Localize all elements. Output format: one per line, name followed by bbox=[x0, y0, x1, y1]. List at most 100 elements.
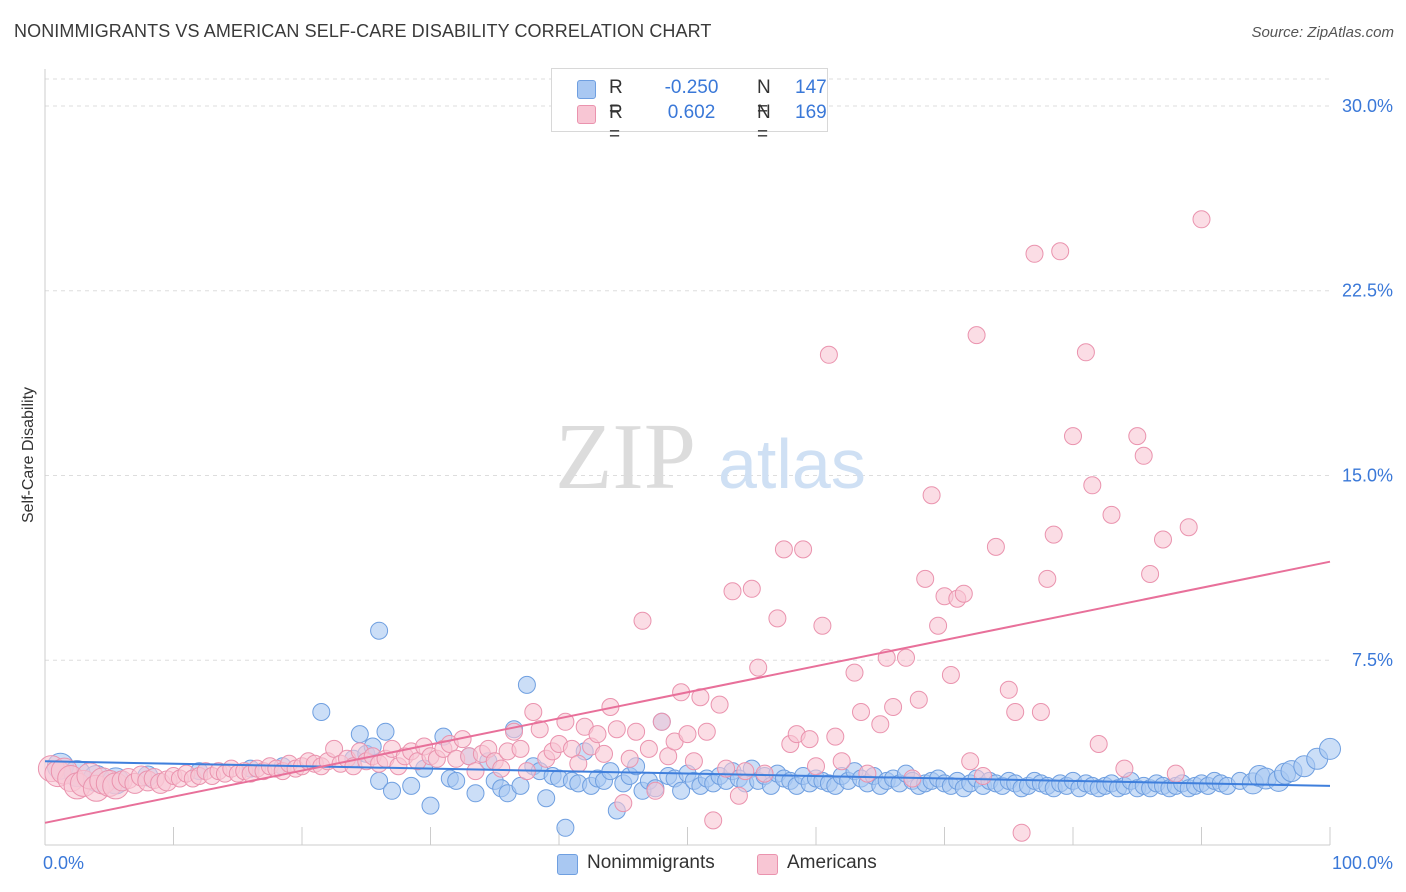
americans-point bbox=[1083, 476, 1102, 495]
nonimmigrants-point bbox=[672, 781, 691, 800]
americans-point bbox=[1115, 759, 1134, 778]
americans-point bbox=[819, 345, 838, 364]
americans-point bbox=[897, 648, 915, 667]
americans-point bbox=[633, 611, 652, 630]
americans-point bbox=[826, 727, 845, 746]
americans-point bbox=[1012, 823, 1031, 842]
americans-point bbox=[1025, 244, 1044, 263]
americans-trend-line bbox=[44, 560, 1331, 824]
americans-point bbox=[1166, 764, 1185, 783]
nonimmigrants-point bbox=[556, 818, 575, 837]
watermark-zip: ZIP bbox=[555, 405, 696, 509]
americans-point bbox=[729, 786, 748, 805]
nonimmigrants-point bbox=[517, 675, 536, 694]
tick-labels: 7.5% 15.0% 22.5% 30.0% 0.0% 100.0% bbox=[43, 96, 1393, 873]
legend-n-label: N = bbox=[757, 102, 771, 145]
americans-point bbox=[614, 794, 633, 813]
nonimmigrants-point bbox=[537, 789, 556, 808]
americans-point bbox=[627, 722, 646, 741]
americans-point bbox=[742, 579, 761, 598]
nonimmigrants-point bbox=[383, 781, 401, 800]
source-label: Source: ZipAtlas.com bbox=[1251, 24, 1394, 41]
americans-point bbox=[922, 486, 941, 505]
americans-point bbox=[697, 722, 716, 741]
watermark-atlas: atlas bbox=[718, 425, 866, 503]
americans-point bbox=[986, 537, 1005, 556]
americans-point bbox=[800, 730, 819, 749]
nonimmigrants-point bbox=[370, 621, 389, 640]
americans-point bbox=[832, 752, 851, 771]
americans-point bbox=[710, 695, 729, 714]
americans-point bbox=[1179, 518, 1198, 537]
americans-point bbox=[325, 739, 344, 758]
americans-point bbox=[466, 762, 485, 781]
americans-point bbox=[755, 764, 774, 783]
gridlines bbox=[45, 78, 1330, 661]
legend-r-label: R = bbox=[609, 77, 623, 120]
americans-point bbox=[524, 703, 543, 721]
legend-n-label: N = bbox=[757, 77, 771, 120]
americans-point bbox=[749, 658, 768, 677]
americans-point bbox=[1076, 343, 1095, 362]
americans-point bbox=[607, 720, 626, 739]
americans-point bbox=[929, 616, 948, 635]
americans-point bbox=[999, 680, 1018, 699]
americans-point bbox=[1134, 446, 1153, 465]
chart-title: NONIMMIGRANTS VS AMERICAN SELF-CARE DISA… bbox=[14, 21, 712, 41]
y-tick-label: 22.5% bbox=[1342, 281, 1393, 301]
legend-n-value: 169 bbox=[795, 102, 827, 123]
americans-point bbox=[736, 762, 755, 781]
americans-point bbox=[974, 767, 992, 785]
americans-point bbox=[1102, 505, 1121, 524]
americans-point bbox=[1064, 427, 1082, 446]
americans-point bbox=[595, 744, 613, 763]
americans-point bbox=[1192, 210, 1211, 229]
legend-r-label: R = bbox=[609, 102, 623, 145]
nonimmigrants-point bbox=[402, 776, 421, 795]
americans-point bbox=[1031, 703, 1050, 721]
americans-point bbox=[1089, 735, 1108, 753]
y-tick-label: 7.5% bbox=[1352, 650, 1393, 670]
americans-point bbox=[704, 811, 723, 830]
americans-point bbox=[646, 781, 665, 800]
americans-point bbox=[1038, 569, 1057, 588]
americans-point bbox=[530, 720, 549, 739]
americans-point bbox=[871, 715, 890, 734]
americans-point bbox=[1128, 427, 1147, 446]
americans-point bbox=[588, 725, 607, 744]
x-tick-label: 100.0% bbox=[1332, 853, 1393, 873]
legend-swatch-blue bbox=[557, 854, 578, 875]
americans-point bbox=[620, 749, 639, 768]
americans-point bbox=[1051, 242, 1070, 261]
nonimmigrants-trend-line bbox=[44, 760, 1331, 787]
legend-swatch-blue bbox=[577, 80, 596, 99]
y-axis-label: Self-Care Disability bbox=[20, 386, 37, 524]
americans-point bbox=[569, 754, 588, 773]
americans-point bbox=[858, 764, 877, 783]
americans-point bbox=[723, 582, 742, 601]
watermark: ZIP atlas bbox=[555, 405, 866, 509]
trend-lines bbox=[44, 560, 1331, 824]
americans-point bbox=[813, 616, 832, 635]
americans-point bbox=[845, 663, 864, 682]
americans-point bbox=[852, 703, 870, 721]
americans-point bbox=[1044, 525, 1063, 544]
legend-r-value: -0.250 bbox=[664, 77, 719, 98]
americans-point bbox=[954, 584, 973, 603]
americans-point bbox=[916, 569, 935, 588]
americans-point bbox=[652, 712, 671, 731]
americans-point bbox=[961, 752, 980, 771]
americans-point bbox=[1141, 565, 1160, 583]
americans-point bbox=[807, 757, 825, 776]
nonimmigrants-point bbox=[421, 796, 440, 815]
americans-point bbox=[909, 690, 928, 709]
americans-point bbox=[717, 759, 736, 778]
americans-point bbox=[678, 725, 697, 744]
y-tick-label: 15.0% bbox=[1342, 465, 1393, 485]
americans-point bbox=[1006, 703, 1025, 721]
y-tick-label: 30.0% bbox=[1342, 96, 1393, 116]
americans-point bbox=[967, 326, 986, 345]
americans-points bbox=[37, 210, 1211, 842]
americans-point bbox=[768, 609, 787, 628]
